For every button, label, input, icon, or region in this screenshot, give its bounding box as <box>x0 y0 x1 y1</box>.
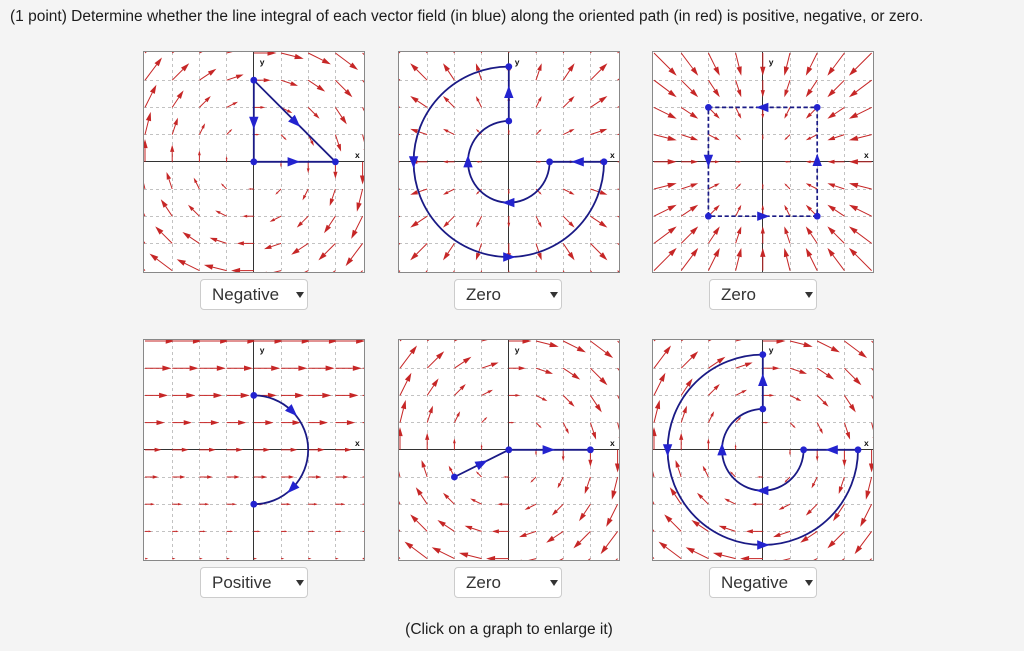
svg-text:x: x <box>610 438 615 448</box>
svg-text:x: x <box>864 150 869 160</box>
svg-text:x: x <box>355 150 360 160</box>
svg-text:y: y <box>260 345 265 355</box>
svg-text:y: y <box>515 345 520 355</box>
svg-text:y: y <box>515 57 520 67</box>
svg-text:y: y <box>769 57 774 67</box>
svg-text:y: y <box>769 345 774 355</box>
svg-text:x: x <box>355 438 360 448</box>
svg-text:x: x <box>610 150 615 160</box>
svg-text:x: x <box>864 438 869 448</box>
svg-text:y: y <box>260 57 265 67</box>
